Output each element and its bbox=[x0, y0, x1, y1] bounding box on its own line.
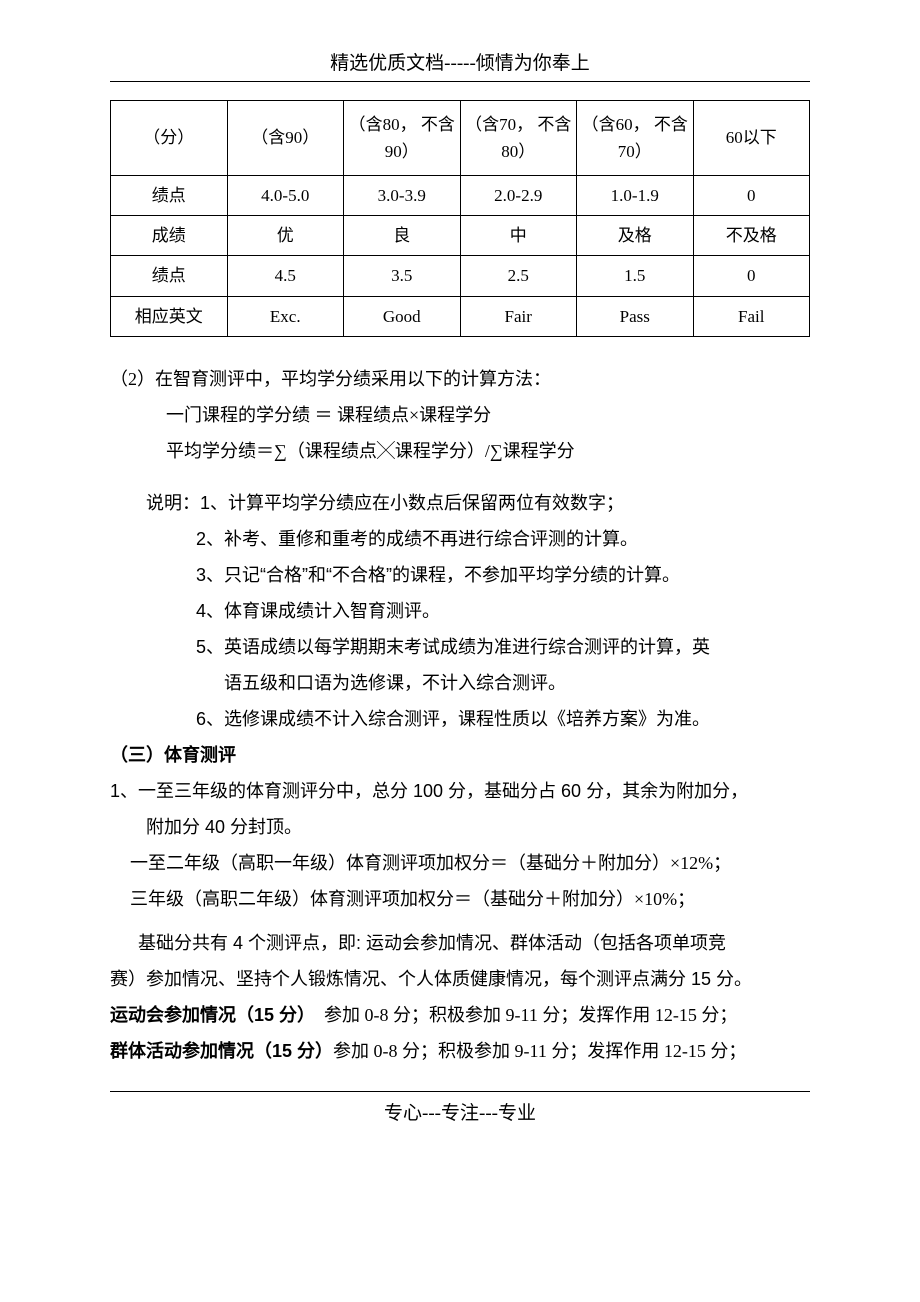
paragraph-formula-2: 平均学分绩＝∑（课程绩点╳课程学分）/∑课程学分 bbox=[110, 433, 810, 469]
table-cell: 3.0-3.9 bbox=[344, 176, 461, 216]
table-cell: 优 bbox=[227, 216, 344, 256]
table-cell: 4.5 bbox=[227, 256, 344, 296]
table-cell: （分） bbox=[111, 101, 228, 176]
note-6: 6、选修课成绩不计入综合测评，课程性质以《培养方案》为准。 bbox=[110, 701, 810, 737]
pe-item-sports-meet: 运动会参加情况（15 分） 参加 0-8 分；积极参加 9-11 分；发挥作用 … bbox=[110, 997, 810, 1033]
page-header: 精选优质文档-----倾情为你奉上 bbox=[110, 48, 810, 75]
section-3-title: （三）体育测评 bbox=[110, 737, 810, 773]
table-row: 绩点 4.5 3.5 2.5 1.5 0 bbox=[111, 256, 810, 296]
table-cell: Pass bbox=[577, 296, 694, 336]
table-cell: 3.5 bbox=[344, 256, 461, 296]
notes-line-1: 说明：1、计算平均学分绩应在小数点后保留两位有效数字； bbox=[110, 485, 810, 521]
table-cell: Fail bbox=[693, 296, 810, 336]
pe-para-1b: 附加分 40 分封顶。 bbox=[110, 809, 810, 845]
pe-item-group-activity-rest: 参加 0-8 分；积极参加 9-11 分；发挥作用 12-15 分； bbox=[333, 1041, 746, 1061]
table-cell: 1.5 bbox=[577, 256, 694, 296]
paragraph-formula-1: 一门课程的学分绩 ＝ 课程绩点×课程学分 bbox=[110, 397, 810, 433]
note-2: 2、补考、重修和重考的成绩不再进行综合评测的计算。 bbox=[110, 521, 810, 557]
note-4: 4、体育课成绩计入智育测评。 bbox=[110, 593, 810, 629]
table-cell: 2.0-2.9 bbox=[460, 176, 577, 216]
table-cell: （含90） bbox=[227, 101, 344, 176]
pe-item-sports-meet-rest: 参加 0-8 分；积极参加 9-11 分；发挥作用 12-15 分； bbox=[306, 1005, 737, 1025]
pe-item-sports-meet-label: 运动会参加情况（15 分） bbox=[110, 1005, 306, 1025]
table-cell: 0 bbox=[693, 176, 810, 216]
table-cell: 绩点 bbox=[111, 176, 228, 216]
table-cell: （含80， 不含90） bbox=[344, 101, 461, 176]
table-cell: 0 bbox=[693, 256, 810, 296]
page-footer: 专心---专注---专业 bbox=[110, 1098, 810, 1125]
table-cell: 2.5 bbox=[460, 256, 577, 296]
header-divider bbox=[110, 81, 810, 82]
pe-para-1a: 1、一至三年级的体育测评分中，总分 100 分，基础分占 60 分，其余为附加分… bbox=[110, 773, 810, 809]
footer-divider bbox=[110, 1091, 810, 1092]
note-5a: 5、英语成绩以每学期期末考试成绩为准进行综合测评的计算，英 bbox=[110, 629, 810, 665]
table-row: 相应英文 Exc. Good Fair Pass Fail bbox=[111, 296, 810, 336]
paragraph-calc-intro: （2）在智育测评中，平均学分绩采用以下的计算方法： bbox=[110, 361, 810, 397]
table-cell: 绩点 bbox=[111, 256, 228, 296]
note-3: 3、只记“合格”和“不合格”的课程，不参加平均学分绩的计算。 bbox=[110, 557, 810, 593]
table-cell: 60以下 bbox=[693, 101, 810, 176]
table-cell: Good bbox=[344, 296, 461, 336]
table-cell: 1.0-1.9 bbox=[577, 176, 694, 216]
table-row: 成绩 优 良 中 及格 不及格 bbox=[111, 216, 810, 256]
table-cell: 不及格 bbox=[693, 216, 810, 256]
pe-item-group-activity-label: 群体活动参加情况（15 分） bbox=[110, 1041, 333, 1061]
note-5b: 语五级和口语为选修课，不计入综合测评。 bbox=[110, 665, 810, 701]
notes-label: 说明： bbox=[146, 493, 200, 513]
note-1: 1、计算平均学分绩应在小数点后保留两位有效数字； bbox=[200, 493, 624, 513]
table-cell: 良 bbox=[344, 216, 461, 256]
table-cell: 相应英文 bbox=[111, 296, 228, 336]
pe-item-group-activity: 群体活动参加情况（15 分）参加 0-8 分；积极参加 9-11 分；发挥作用 … bbox=[110, 1033, 810, 1069]
table-cell: 成绩 bbox=[111, 216, 228, 256]
table-cell: Exc. bbox=[227, 296, 344, 336]
pe-formula-1: 一至二年级（高职一年级）体育测评项加权分＝（基础分＋附加分）×12%； bbox=[110, 845, 810, 881]
pe-formula-2: 三年级（高职二年级）体育测评项加权分＝（基础分＋附加分）×10%； bbox=[110, 881, 810, 917]
table-row: 绩点 4.0-5.0 3.0-3.9 2.0-2.9 1.0-1.9 0 bbox=[111, 176, 810, 216]
table-cell: （含60， 不含70） bbox=[577, 101, 694, 176]
table-cell: 4.0-5.0 bbox=[227, 176, 344, 216]
table-cell: Fair bbox=[460, 296, 577, 336]
pe-base-1a: 基础分共有 4 个测评点，即: 运动会参加情况、群体活动（包括各项单项竞 bbox=[110, 925, 810, 961]
table-cell: 中 bbox=[460, 216, 577, 256]
page-container: 精选优质文档-----倾情为你奉上 （分） （含90） （含80， 不含90） … bbox=[0, 0, 920, 1302]
table-cell: 及格 bbox=[577, 216, 694, 256]
grade-table: （分） （含90） （含80， 不含90） （含70， 不含80） （含60， … bbox=[110, 100, 810, 337]
table-row: （分） （含90） （含80， 不含90） （含70， 不含80） （含60， … bbox=[111, 101, 810, 176]
pe-base-1b: 赛）参加情况、坚持个人锻炼情况、个人体质健康情况，每个测评点满分 15 分。 bbox=[110, 961, 810, 997]
table-cell: （含70， 不含80） bbox=[460, 101, 577, 176]
